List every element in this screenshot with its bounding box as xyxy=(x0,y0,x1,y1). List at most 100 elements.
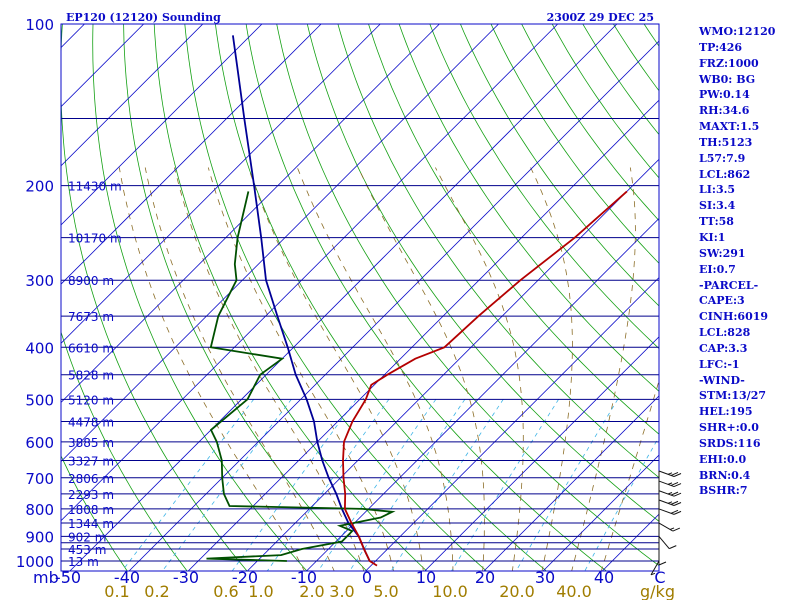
dry-adiabat-line xyxy=(429,24,659,350)
height-label: 5828 m xyxy=(68,369,114,383)
wind-barb-flag xyxy=(670,509,679,514)
plot-frame xyxy=(60,23,660,572)
mixing-ratio-label: 5.0 xyxy=(373,582,398,600)
dry-adiabat-line xyxy=(61,330,188,571)
temperature-tick-label: -10 xyxy=(291,568,317,587)
isotherm-line xyxy=(306,217,659,571)
dry-adiabat-line xyxy=(337,24,659,479)
index-item: LCL:828 xyxy=(699,326,751,340)
mixing-ratio-label: 0.1 xyxy=(104,582,129,600)
wind-barb-flag xyxy=(650,572,656,576)
temperature-tick-label: 0 xyxy=(362,568,372,587)
dry-adiabat-line xyxy=(276,24,659,567)
index-item: SW:291 xyxy=(699,246,746,260)
isotherm-line xyxy=(187,99,659,571)
index-item: WMO:12120 xyxy=(699,25,776,38)
temperature-trace xyxy=(342,190,628,567)
temperature-tick-label: 10 xyxy=(416,568,436,587)
dry-adiabat-line xyxy=(61,24,248,571)
pressure-tick-label: 1000 xyxy=(16,553,54,571)
isotherms xyxy=(61,24,659,571)
height-label: 1344 m xyxy=(68,517,114,531)
isotherm-line xyxy=(61,24,499,463)
moist-adiabat-line xyxy=(296,167,454,571)
mixing-ratio-line xyxy=(317,399,437,571)
isotherm-line xyxy=(61,24,204,167)
height-label: 3885 m xyxy=(68,436,114,450)
mixing-ratio-label: 40.0 xyxy=(556,582,592,600)
wind-barb-flag xyxy=(673,502,682,506)
plot-grid xyxy=(61,24,659,571)
index-item: LI:3.5 xyxy=(699,183,736,197)
index-item: STM:13/27 xyxy=(699,389,766,403)
dry-adiabat-line xyxy=(306,24,659,522)
isotherm-line xyxy=(365,277,659,571)
dry-adiabat-line xyxy=(245,24,607,571)
pressure-tick-label: 500 xyxy=(25,391,54,409)
dry-adiabat-line xyxy=(490,24,659,264)
height-label: 2293 m xyxy=(68,488,114,502)
dry-adiabat-line xyxy=(153,24,427,571)
moist-adiabat-line xyxy=(357,167,485,571)
index-item: CINH:6019 xyxy=(699,310,769,324)
wind-barbs xyxy=(650,470,682,576)
temperature-tick-label: 30 xyxy=(535,568,555,587)
height-label: 2806 m xyxy=(68,472,114,486)
moist-adiabats xyxy=(118,167,659,571)
height-label: 902 m xyxy=(68,530,106,544)
dry-adiabat-line xyxy=(551,24,659,179)
wind-barb-flag xyxy=(669,545,677,550)
mixing-ratio-line xyxy=(584,436,659,571)
temperature-tick-label: 40 xyxy=(594,568,614,587)
isotherm-line xyxy=(69,24,618,571)
moist-adiabat-line xyxy=(435,167,524,571)
dry-adiabat-line xyxy=(184,24,487,571)
wind-barb-flag xyxy=(673,510,682,515)
wind-barb-flag xyxy=(673,473,682,477)
index-item: FRZ:1000 xyxy=(699,56,759,70)
mixing-ratio-label: 10.0 xyxy=(432,582,468,600)
dry-adiabat-line xyxy=(215,24,547,571)
index-item: TT:58 xyxy=(699,215,734,229)
chart-title: EP120 (12120) Sounding xyxy=(66,11,221,24)
height-label: 8900 m xyxy=(68,274,114,288)
height-label: 5120 m xyxy=(68,393,114,407)
parcel-trace xyxy=(232,35,371,562)
moist-adiabat-line xyxy=(118,167,305,571)
height-label: 1808 m xyxy=(68,503,114,517)
moist-adiabat-line xyxy=(144,167,335,571)
isotherm-line xyxy=(61,24,322,285)
dry-adiabats xyxy=(61,24,659,571)
moist-adiabat-line xyxy=(207,167,394,571)
index-item: L57:7.9 xyxy=(699,151,746,165)
pressure-tick-label: 800 xyxy=(25,501,54,519)
stability-indices: WMO:12120 TP:426 FRZ:1000 WB0: BG PW:0.14 RH:… xyxy=(699,24,775,499)
height-label: 4478 m xyxy=(68,416,114,430)
wind-barb xyxy=(650,560,660,576)
isotherm-line xyxy=(61,24,440,403)
wind-barb-flag xyxy=(673,492,682,497)
mixing-ratio-line xyxy=(266,399,390,571)
index-item: TP:426 xyxy=(699,40,743,54)
index-item: CAP:3.3 xyxy=(699,341,748,355)
index-item: EHI:0.0 xyxy=(699,452,747,466)
mixing-ratio-label: 1.0 xyxy=(248,582,273,600)
wind-barb-flag xyxy=(667,501,673,504)
pressure-tick-label: 400 xyxy=(25,339,54,357)
height-label: 13 m xyxy=(68,555,99,569)
pressure-tick-label: 300 xyxy=(25,272,54,290)
wind-barb-flag xyxy=(658,561,667,566)
index-item: TH:5123 xyxy=(699,135,753,149)
temperature-tick-label: -50 xyxy=(55,568,81,587)
index-item: -WIND- xyxy=(699,373,745,387)
isobars xyxy=(61,118,659,562)
temperature-tick-label: -20 xyxy=(232,568,258,587)
dry-adiabat-line xyxy=(123,24,368,571)
index-item: RH:34.6 xyxy=(699,104,750,118)
index-item: MAXT:1.5 xyxy=(699,120,760,134)
wind-barb-flag xyxy=(670,491,679,496)
index-item: PW:0.14 xyxy=(699,88,750,102)
moist-adiabat-line xyxy=(571,167,636,571)
